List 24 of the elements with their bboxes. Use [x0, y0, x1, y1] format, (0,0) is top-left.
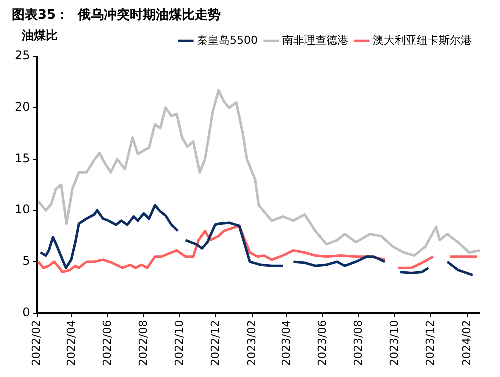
legend-label: 南非理查德港	[282, 34, 348, 47]
legend-label: 秦皇岛5500	[197, 34, 258, 47]
x-tick-label: 2023/08	[352, 320, 366, 366]
x-tick-label: 2023/04	[280, 320, 294, 366]
y-axis-title: 油煤比	[21, 28, 58, 43]
x-tick-label: 2022/10	[172, 320, 186, 366]
y-tick-label: 10	[14, 202, 30, 217]
x-tick-label: 2023/06	[316, 320, 330, 366]
x-tick-label: 2024/02	[460, 320, 474, 366]
x-tick-label: 2022/02	[30, 320, 44, 366]
y-tick-label: 5	[22, 254, 30, 268]
y-tick-label: 15	[14, 151, 30, 166]
x-tick-label: 2022/12	[208, 320, 222, 366]
x-tick-label: 2023/02	[245, 320, 258, 366]
x-tick-label: 2023/10	[388, 320, 401, 366]
y-tick-label: 25	[14, 48, 30, 63]
y-tick-label: 0	[22, 305, 30, 320]
chart-title: 图表35： 俄乌冲突时期油煤比走势	[12, 7, 222, 24]
x-tick-label: 2022/06	[100, 320, 114, 366]
x-tick-label: 2022/08	[136, 320, 150, 366]
legend-label: 澳大利亚纽卡斯尔港	[373, 34, 472, 47]
x-tick-label: 2023/12	[424, 320, 437, 366]
x-tick-label: 2022/04	[64, 320, 78, 366]
y-tick-label: 20	[14, 100, 30, 114]
